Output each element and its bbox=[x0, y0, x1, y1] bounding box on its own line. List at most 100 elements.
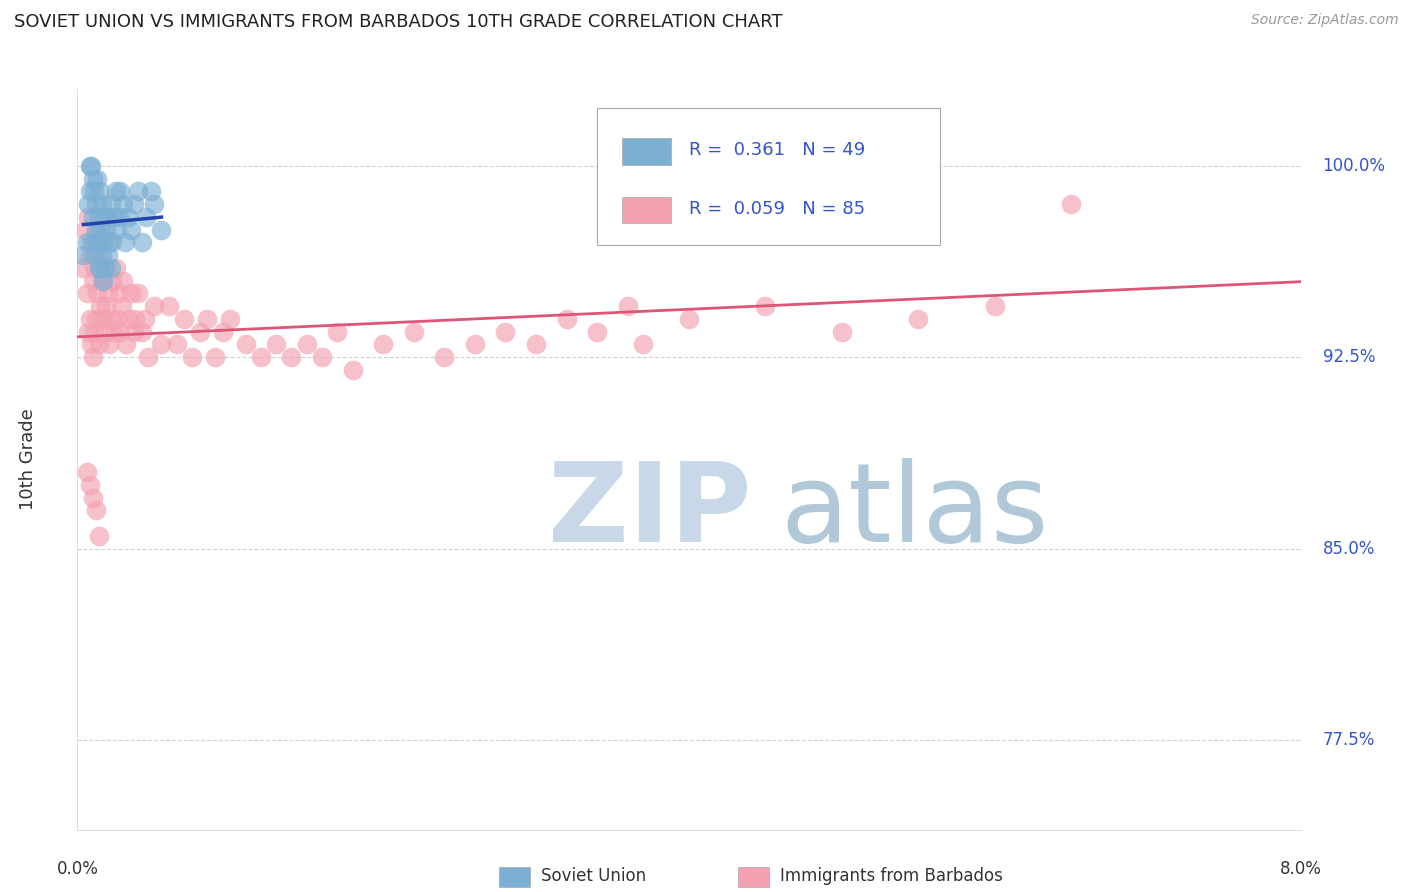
Point bbox=[118, 312, 141, 326]
Point bbox=[98, 235, 121, 250]
Point bbox=[89, 299, 111, 313]
Point bbox=[1060, 197, 1083, 211]
Point bbox=[295, 337, 318, 351]
Point bbox=[89, 260, 111, 275]
Point bbox=[157, 299, 180, 313]
Point bbox=[112, 197, 135, 211]
Point bbox=[79, 312, 101, 326]
Point bbox=[82, 235, 104, 250]
Point bbox=[105, 222, 128, 236]
Point bbox=[77, 197, 100, 211]
Point bbox=[82, 351, 104, 365]
Text: SOVIET UNION VS IMMIGRANTS FROM BARBADOS 10TH GRADE CORRELATION CHART: SOVIET UNION VS IMMIGRANTS FROM BARBADOS… bbox=[14, 13, 783, 31]
Point bbox=[402, 325, 425, 339]
Point bbox=[371, 337, 394, 351]
Point bbox=[195, 312, 218, 326]
Point bbox=[76, 465, 98, 479]
Point bbox=[72, 248, 94, 262]
Point bbox=[80, 159, 103, 173]
Point bbox=[120, 286, 142, 301]
Point bbox=[98, 337, 121, 351]
Point bbox=[280, 351, 302, 365]
Point bbox=[91, 274, 114, 288]
Text: R =  0.361   N = 49: R = 0.361 N = 49 bbox=[689, 141, 865, 160]
Point bbox=[94, 325, 117, 339]
Text: atlas: atlas bbox=[780, 458, 1049, 565]
Point bbox=[108, 184, 131, 198]
Point bbox=[127, 286, 149, 301]
Point bbox=[83, 260, 105, 275]
Point bbox=[219, 312, 242, 326]
Point bbox=[101, 235, 124, 250]
Point bbox=[984, 299, 1007, 313]
Point bbox=[86, 171, 108, 186]
Point bbox=[87, 260, 110, 275]
Point bbox=[104, 260, 127, 275]
Point bbox=[84, 503, 107, 517]
Point bbox=[250, 351, 273, 365]
Point bbox=[104, 184, 127, 198]
Point bbox=[84, 197, 107, 211]
Point bbox=[111, 299, 134, 313]
Point bbox=[87, 210, 110, 224]
Point bbox=[86, 235, 108, 250]
Point bbox=[326, 325, 349, 339]
Point bbox=[211, 325, 233, 339]
Point bbox=[433, 351, 456, 365]
Point bbox=[150, 222, 173, 236]
Text: 8.0%: 8.0% bbox=[1279, 860, 1322, 879]
Point bbox=[94, 260, 117, 275]
Point bbox=[79, 184, 101, 198]
Point bbox=[131, 235, 153, 250]
Point bbox=[124, 312, 146, 326]
Point bbox=[831, 325, 853, 339]
Point bbox=[100, 260, 122, 275]
Point bbox=[181, 351, 204, 365]
Point bbox=[135, 210, 157, 224]
Point bbox=[235, 337, 257, 351]
Point bbox=[90, 274, 112, 288]
Point bbox=[87, 529, 110, 543]
Point bbox=[72, 260, 94, 275]
FancyBboxPatch shape bbox=[598, 108, 939, 244]
Point bbox=[464, 337, 486, 351]
Point bbox=[80, 337, 103, 351]
Text: Immigrants from Barbados: Immigrants from Barbados bbox=[780, 867, 1004, 885]
Point bbox=[342, 363, 364, 377]
Point bbox=[142, 299, 165, 313]
Point bbox=[91, 235, 114, 250]
Point bbox=[754, 299, 776, 313]
Point bbox=[166, 337, 188, 351]
Point bbox=[87, 248, 110, 262]
Point bbox=[678, 312, 700, 326]
Point bbox=[101, 274, 124, 288]
Point bbox=[122, 325, 145, 339]
Point bbox=[115, 337, 138, 351]
Text: ZIP: ZIP bbox=[548, 458, 752, 565]
Point bbox=[107, 286, 129, 301]
Point bbox=[80, 235, 103, 250]
Point bbox=[82, 491, 104, 505]
Point bbox=[173, 312, 195, 326]
Point bbox=[96, 222, 118, 236]
Point bbox=[188, 325, 211, 339]
Point bbox=[96, 299, 118, 313]
Text: R =  0.059   N = 85: R = 0.059 N = 85 bbox=[689, 200, 865, 218]
Point bbox=[86, 286, 108, 301]
Point bbox=[83, 248, 105, 262]
Point bbox=[84, 312, 107, 326]
Text: Source: ZipAtlas.com: Source: ZipAtlas.com bbox=[1251, 13, 1399, 28]
Point bbox=[89, 184, 111, 198]
Point bbox=[90, 248, 112, 262]
Point bbox=[82, 274, 104, 288]
Point bbox=[264, 337, 287, 351]
Text: Soviet Union: Soviet Union bbox=[541, 867, 647, 885]
Point bbox=[100, 197, 122, 211]
Point bbox=[112, 274, 135, 288]
Point bbox=[311, 351, 333, 365]
Point bbox=[90, 197, 112, 211]
Point bbox=[83, 325, 105, 339]
Point bbox=[108, 325, 131, 339]
Text: 85.0%: 85.0% bbox=[1323, 540, 1375, 558]
Point bbox=[91, 312, 114, 326]
